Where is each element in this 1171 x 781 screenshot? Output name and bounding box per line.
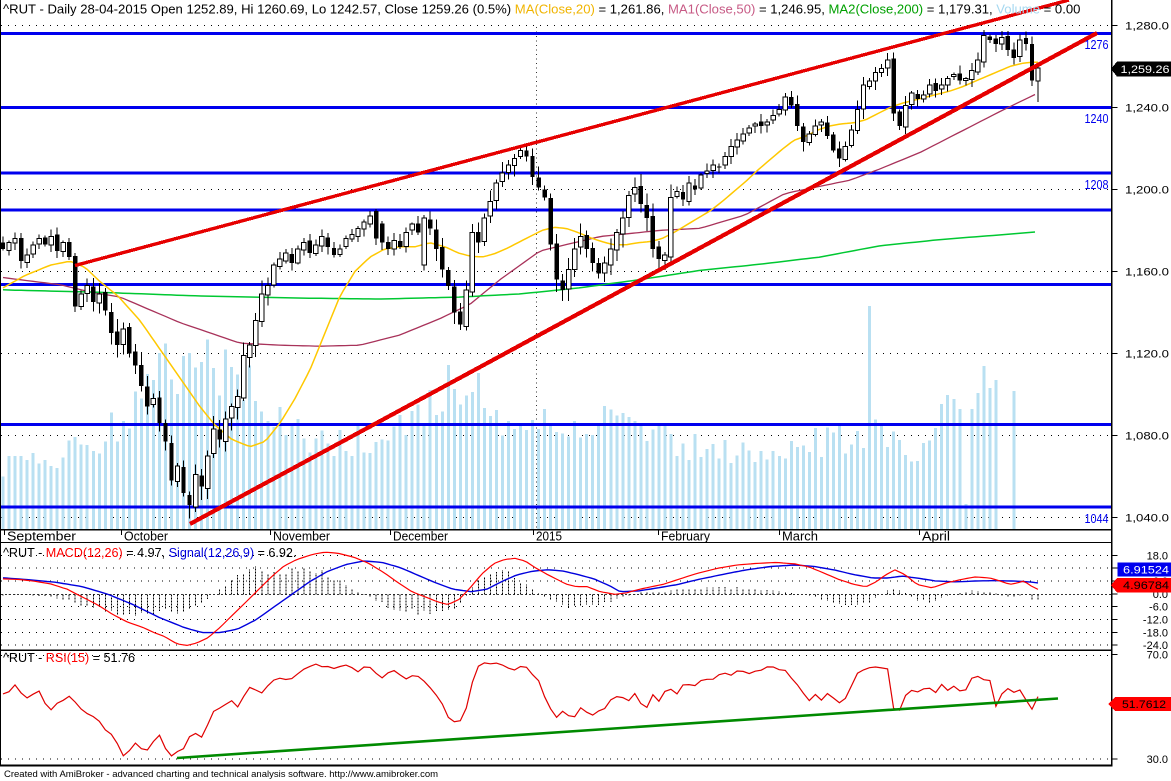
svg-text:2015: 2015: [536, 529, 562, 544]
svg-text:-12.0: -12.0: [1143, 615, 1168, 627]
svg-text:April: April: [922, 529, 950, 544]
svg-text:October: October: [124, 529, 169, 544]
svg-text:1,259.26: 1,259.26: [1121, 64, 1170, 76]
svg-text:1,200.0: 1,200.0: [1125, 184, 1169, 196]
svg-text:6.91524: 6.91524: [1123, 565, 1169, 577]
svg-text:1044: 1044: [1085, 512, 1109, 526]
svg-text:-18.0: -18.0: [1143, 627, 1168, 639]
svg-text:51.7612: 51.7612: [1122, 699, 1166, 711]
svg-text:1240: 1240: [1085, 112, 1109, 126]
svg-text:-6.0: -6.0: [1149, 602, 1168, 614]
svg-text:September: September: [7, 529, 77, 544]
svg-text:1,120.0: 1,120.0: [1125, 348, 1169, 360]
svg-text:Created with AmiBroker - advan: Created with AmiBroker - advanced charti…: [4, 769, 438, 780]
svg-text:30.0: 30.0: [1147, 754, 1168, 766]
svg-text:^RUT - MACD(12,26) = 4.97, Sig: ^RUT - MACD(12,26) = 4.97, Signal(12,26,…: [3, 546, 296, 560]
svg-text:1,040.0: 1,040.0: [1125, 512, 1169, 524]
svg-text:1276: 1276: [1085, 38, 1109, 52]
svg-text:1,280.0: 1,280.0: [1125, 20, 1169, 32]
svg-text:4.96784: 4.96784: [1123, 580, 1169, 592]
svg-text:^RUT - Daily 28-04-2015 Open 1: ^RUT - Daily 28-04-2015 Open 1252.89, Hi…: [3, 2, 1080, 17]
svg-text:1208: 1208: [1085, 178, 1109, 192]
svg-text:-24.0: -24.0: [1143, 640, 1168, 652]
svg-text:1,080.0: 1,080.0: [1125, 430, 1169, 442]
svg-text:December: December: [393, 529, 449, 544]
svg-text:March: March: [782, 529, 818, 544]
svg-text:November: November: [273, 529, 331, 544]
svg-text:February: February: [661, 529, 710, 544]
svg-text:1,240.0: 1,240.0: [1125, 102, 1169, 114]
svg-text:^RUT - RSI(15) = 51.76: ^RUT - RSI(15) = 51.76: [3, 651, 135, 665]
svg-text:70.0: 70.0: [1147, 649, 1168, 661]
svg-text:1,160.0: 1,160.0: [1125, 266, 1169, 278]
svg-text:18.0: 18.0: [1147, 550, 1168, 562]
